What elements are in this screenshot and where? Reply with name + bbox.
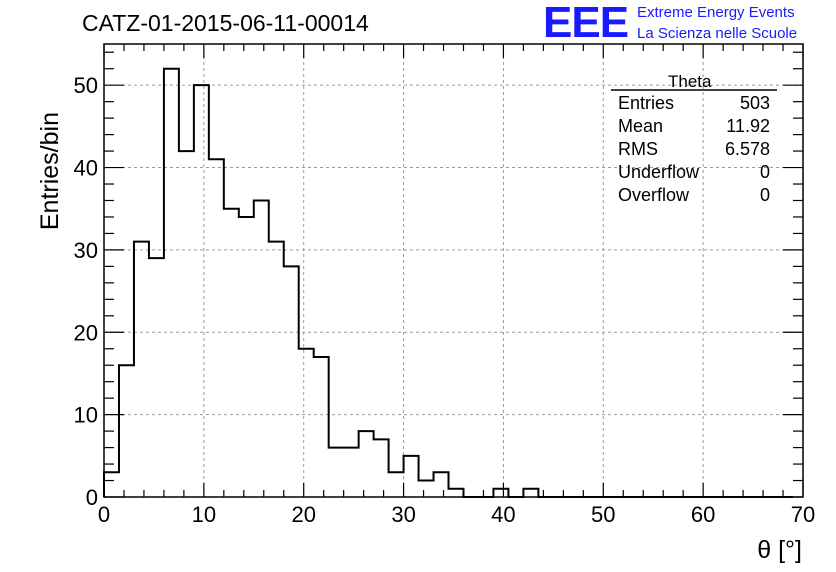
chart-title: CATZ-01-2015-06-11-00014 [82, 10, 369, 36]
stats-box-title: Theta [668, 72, 712, 91]
plot-frame [103, 43, 804, 498]
x-tick-label: 10 [192, 502, 216, 527]
histogram-bin [389, 472, 404, 497]
x-tick-label: 20 [291, 502, 315, 527]
x-tick-label: 50 [591, 502, 615, 527]
x-axis-label: θ [°] [757, 536, 802, 564]
histogram-bin [493, 489, 508, 497]
y-axis-label: Entries/bin [36, 112, 64, 231]
histogram-bin [209, 159, 224, 497]
histogram-bin [344, 448, 359, 497]
histogram-bin [329, 448, 344, 497]
x-tick-label: 30 [391, 502, 415, 527]
histogram-bin [523, 489, 538, 497]
y-tick-label: 50 [74, 73, 98, 98]
histogram-bin [449, 489, 464, 497]
histogram-bin [194, 85, 209, 497]
y-tick-label: 30 [74, 238, 98, 263]
histogram-bin [359, 431, 374, 497]
logo-line-2: La Scienza nelle Scuole [637, 25, 798, 42]
x-tick-label: 40 [491, 502, 515, 527]
y-tick-label: 40 [74, 156, 98, 181]
histogram-bin [269, 242, 284, 497]
stat-mean-label: Mean [618, 116, 664, 136]
histogram-bin [314, 357, 329, 497]
histogram-bin [239, 217, 254, 497]
axis-tick-labels: 0 10 20 30 40 50 60 70 0 10 20 30 40 50 [74, 73, 816, 527]
histogram-bin [149, 258, 164, 497]
histogram-bin [434, 472, 449, 497]
x-tick-label: 0 [98, 502, 110, 527]
y-tick-label: 0 [86, 485, 98, 510]
logo-line-1: Extreme Energy Events [637, 4, 795, 21]
histogram-bars [103, 67, 794, 498]
histogram-bin [404, 456, 419, 497]
stat-rms-value: 6.578 [724, 139, 770, 159]
y-tick-label: 10 [74, 403, 98, 428]
histogram-bin [104, 472, 119, 497]
histogram-bin [254, 200, 269, 497]
stat-overflow-label: Overflow [618, 185, 690, 205]
axis-ticks [103, 44, 804, 498]
grid [104, 44, 803, 497]
stat-entries-value: 503 [739, 93, 770, 113]
stat-underflow-label: Underflow [618, 162, 700, 182]
histogram-bin [179, 151, 194, 497]
histogram-bin [284, 266, 299, 497]
stat-underflow-value: 0 [759, 162, 770, 182]
histogram-bin [134, 242, 149, 497]
histogram-bin [224, 209, 239, 497]
x-tick-label: 60 [691, 502, 715, 527]
histogram-bin [164, 69, 179, 497]
stat-rms-label: RMS [618, 139, 658, 159]
stat-mean-value: 11.92 [726, 116, 770, 136]
eee-logo-icon: EEE [543, 0, 629, 47]
histogram-bin [374, 439, 389, 497]
stat-overflow-value: 0 [759, 185, 770, 205]
x-tick-label: 70 [791, 502, 815, 527]
histogram-bin [299, 349, 314, 497]
histogram-bin [119, 365, 134, 497]
stat-entries-label: Entries [618, 93, 675, 113]
y-tick-label: 20 [74, 320, 98, 345]
histogram-bin [419, 481, 434, 497]
